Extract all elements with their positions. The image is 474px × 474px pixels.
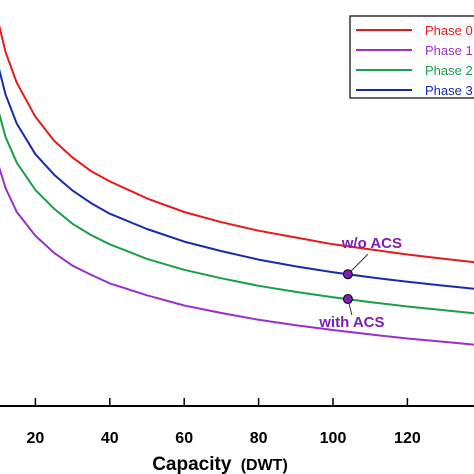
legend-label: Phase 2 xyxy=(425,63,473,78)
legend-label: Phase 0 xyxy=(425,23,473,38)
x-tick-label: 60 xyxy=(175,430,193,447)
series-line-3 xyxy=(0,68,474,290)
data-marker xyxy=(342,294,353,305)
x-tick-label: 40 xyxy=(101,430,119,447)
x-tick-label: 120 xyxy=(394,430,421,447)
legend: Phase 0 Phase 1 Phase 2 Phase 3 xyxy=(349,15,474,99)
series-line-1 xyxy=(0,166,474,346)
x-tick-label: 100 xyxy=(320,430,347,447)
x-axis-title: Capacity (DWT) xyxy=(152,454,288,474)
series-group xyxy=(0,24,474,346)
x-tick-label: 80 xyxy=(250,430,268,447)
series-line-0 xyxy=(0,24,474,264)
marker-group: w/o ACS with ACS xyxy=(318,235,402,331)
x-tick-label: 20 xyxy=(27,430,45,447)
x-axis-unit: (DWT) xyxy=(241,457,288,474)
data-marker xyxy=(342,269,353,280)
legend-label: Phase 3 xyxy=(425,83,473,98)
x-tick-group: 20 40 60 80 100 120 xyxy=(27,398,421,447)
annotation-label: w/o ACS xyxy=(341,235,402,252)
annotation-label: with ACS xyxy=(318,314,384,331)
legend-label: Phase 1 xyxy=(425,43,473,58)
series-line-2 xyxy=(0,112,474,315)
x-axis-label: Capacity xyxy=(152,454,232,474)
